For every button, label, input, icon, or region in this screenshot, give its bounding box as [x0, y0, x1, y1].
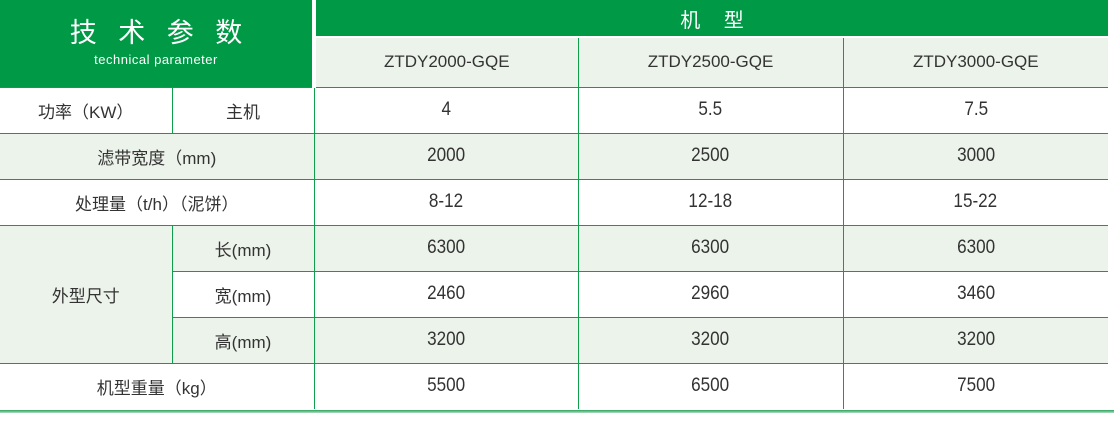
model-name-ztdy2000: ZTDY2000-GQE	[313, 36, 579, 88]
header-title-cn: 技 术 参 数	[69, 18, 250, 49]
value-cell: 5.5	[577, 86, 844, 134]
value-cell: 6300	[577, 224, 844, 272]
row-dimension-height: 高(mm) 3200 3200 3200	[0, 316, 1109, 364]
bottom-divider	[0, 410, 1114, 413]
technical-parameter-table: 技 术 参 数 technical parameter 机 型 ZTDY2000…	[0, 0, 1109, 410]
value-cell: 6300	[313, 224, 579, 272]
value-cell: 5500	[313, 362, 579, 410]
row-label-power: 功率（KW）	[0, 86, 173, 134]
value-cell: 8-12	[313, 178, 579, 226]
technical-parameter-header: 技 术 参 数 technical parameter	[0, 0, 317, 88]
value-cell: 15-22	[842, 178, 1109, 226]
row-label-weight: 机型重量（kg）	[0, 362, 315, 410]
value-cell: 2960	[577, 270, 844, 318]
value-cell: 3200	[313, 316, 579, 364]
value-cell: 7500	[842, 362, 1109, 410]
row-label-capacity: 处理量（t/h）（泥饼）	[0, 178, 315, 226]
row-dimension-length: 外型尺寸 长(mm) 6300 6300 6300	[0, 224, 1109, 364]
model-name-ztdy3000: ZTDY3000-GQE	[842, 36, 1109, 88]
value-cell: 3000	[842, 132, 1109, 180]
header-title-en: technical parameter	[94, 52, 218, 68]
value-cell: 2460	[313, 270, 579, 318]
model-header: 机 型	[313, 0, 1109, 38]
header-row-models: ZTDY2000-GQE ZTDY2500-GQE ZTDY3000-GQE	[0, 36, 1109, 88]
value-cell: 4	[313, 86, 579, 134]
value-cell: 2000	[313, 132, 579, 180]
row-capacity: 处理量（t/h）（泥饼） 8-12 12-18 15-22	[0, 178, 1109, 226]
row-group-label-dimensions: 外型尺寸	[0, 224, 173, 364]
value-cell: 3460	[842, 270, 1109, 318]
value-cell: 3200	[842, 316, 1109, 364]
model-name-ztdy2500: ZTDY2500-GQE	[577, 36, 844, 88]
value-cell: 12-18	[577, 178, 844, 226]
row-belt-width: 滤带宽度（mm) 2000 2500 3000	[0, 132, 1109, 180]
value-cell: 2500	[577, 132, 844, 180]
row-sublabel-main-machine: 主机	[171, 86, 315, 134]
row-weight: 机型重量（kg） 5500 6500 7500	[0, 362, 1109, 410]
value-cell: 6300	[842, 224, 1109, 272]
row-dimension-width: 宽(mm) 2460 2960 3460	[0, 270, 1109, 318]
header-row-top: 技 术 参 数 technical parameter 机 型	[0, 0, 1109, 88]
value-cell: 7.5	[842, 86, 1109, 134]
row-sublabel-width: 宽(mm)	[171, 270, 315, 318]
row-label-belt-width: 滤带宽度（mm)	[0, 132, 315, 180]
row-sublabel-height: 高(mm)	[171, 316, 315, 364]
value-cell: 6500	[577, 362, 844, 410]
row-sublabel-length: 长(mm)	[171, 224, 315, 272]
row-power: 功率（KW） 主机 4 5.5 7.5	[0, 86, 1109, 134]
value-cell: 3200	[577, 316, 844, 364]
